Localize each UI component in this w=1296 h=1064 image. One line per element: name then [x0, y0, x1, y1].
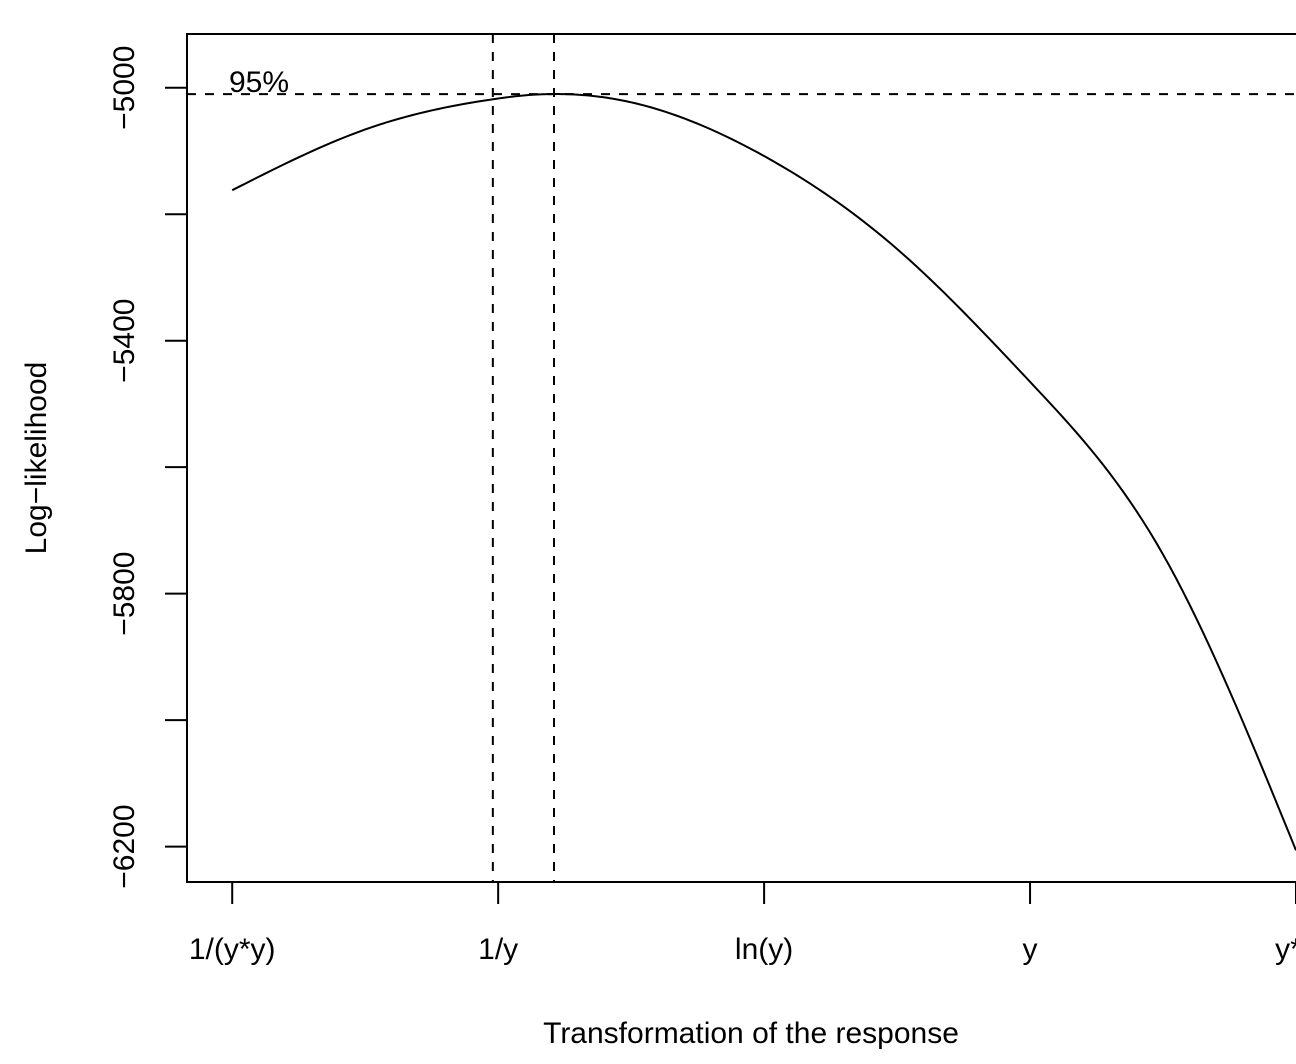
x-tick-label-0: 1/(y*y)	[189, 933, 276, 966]
series-line-0	[231, 93, 1296, 851]
x-tick-label-2: ln(y)	[735, 933, 793, 966]
x-axis-title: Transformation of the response	[543, 1017, 959, 1050]
x-tick-label-1: 1/y	[478, 933, 518, 966]
y-tick-label-2: −5400	[108, 299, 141, 383]
y-tick-label-0: −5000	[108, 46, 141, 130]
curve-layer	[231, 93, 1296, 851]
y-tick-label-4: −5800	[108, 552, 141, 636]
y-axis: −5000 −5400 −5800 −6200	[108, 46, 187, 889]
confidence-label: 95%	[229, 66, 289, 99]
confidence-reference-lines	[187, 34, 1296, 882]
x-axis: 1/(y*y) 1/y ln(y) y y*y	[189, 882, 1296, 966]
plot-frame	[186, 33, 1296, 883]
x-tick-label-3: y	[1023, 933, 1038, 966]
plot-frame-line	[186, 33, 1296, 883]
y-axis-title: Log−likelihood	[20, 362, 53, 555]
y-tick-label-6: −6200	[108, 804, 141, 888]
x-tick-label-4: y*y	[1275, 933, 1296, 966]
